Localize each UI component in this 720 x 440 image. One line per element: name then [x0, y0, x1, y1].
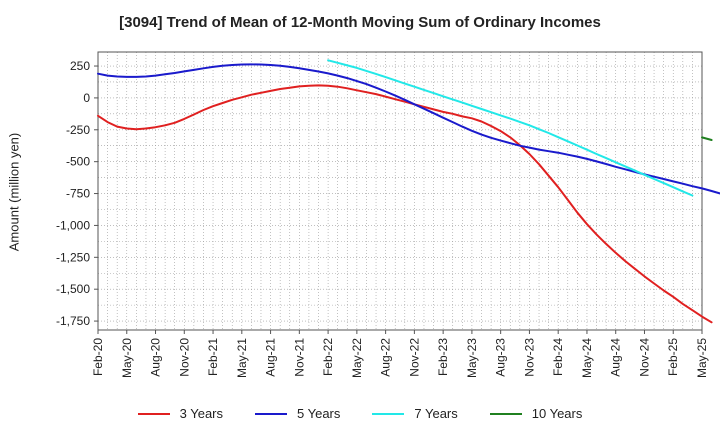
- x-tick-label: May-23: [465, 338, 479, 378]
- series-line-10-years: [701, 136, 713, 141]
- plot-frame: [97, 51, 703, 331]
- legend-item-7-years: 7 Years: [372, 406, 458, 421]
- y-tick-label: -750: [66, 187, 90, 201]
- x-tick-label: May-22: [350, 338, 364, 378]
- legend-swatch-3-years: [137, 412, 170, 415]
- y-tick-label: 0: [83, 91, 90, 105]
- series-line-7-years: [327, 59, 694, 197]
- y-tick-label: -500: [66, 155, 90, 169]
- plot-area: [98, 52, 702, 330]
- x-tick-label: Nov-21: [292, 338, 306, 377]
- x-tick-label: Nov-20: [177, 338, 191, 377]
- y-tick-label: -250: [66, 123, 90, 137]
- x-tick-label: Feb-21: [206, 338, 220, 376]
- y-tick-label: -1,000: [56, 218, 90, 232]
- x-tick-label: May-25: [695, 338, 709, 378]
- x-tick-label: Aug-20: [149, 338, 163, 377]
- series-line-5-years: [97, 63, 720, 195]
- legend: 3 Years 5 Years 7 Years 10 Years: [0, 406, 720, 421]
- x-tick-label: May-21: [235, 338, 249, 378]
- x-tick-label: May-20: [120, 338, 134, 378]
- y-tick-label: -1,250: [56, 250, 90, 264]
- y-tick-label: -1,750: [56, 314, 90, 328]
- x-tick-label: Feb-20: [91, 338, 105, 376]
- legend-swatch-7-years: [372, 412, 405, 415]
- legend-swatch-5-years: [255, 412, 287, 415]
- y-tick-label: 250: [70, 59, 90, 73]
- x-tick-label: Aug-23: [494, 338, 508, 377]
- legend-item-3-years: 3 Years: [137, 406, 223, 421]
- legend-swatch-10-years: [489, 412, 522, 415]
- x-tick-label: Aug-22: [379, 338, 393, 377]
- series-line-3-years: [97, 84, 713, 324]
- y-tick-label: -1,500: [56, 282, 90, 296]
- legend-label-5-years: 5 Years: [297, 406, 341, 421]
- x-tick-label: Nov-22: [407, 338, 421, 377]
- x-tick-label: Aug-24: [609, 338, 623, 377]
- x-tick-label: Feb-23: [436, 338, 450, 376]
- x-tick-label: Nov-24: [637, 338, 651, 377]
- legend-item-10-years: 10 Years: [489, 406, 583, 421]
- chart-title: [3094] Trend of Mean of 12-Month Moving …: [119, 14, 601, 31]
- legend-item-5-years: 5 Years: [255, 406, 340, 421]
- x-tick-label: Aug-21: [264, 338, 278, 377]
- legend-label-10-years: 10 Years: [531, 406, 583, 421]
- x-tick-label: Nov-23: [522, 338, 536, 377]
- x-tick-label: Feb-25: [666, 338, 680, 376]
- x-tick-label: May-24: [580, 338, 594, 378]
- x-tick-label: Feb-22: [321, 338, 335, 376]
- legend-label-3-years: 3 Years: [179, 406, 223, 421]
- x-tick-label: Feb-24: [551, 338, 565, 376]
- legend-label-7-years: 7 Years: [414, 406, 458, 421]
